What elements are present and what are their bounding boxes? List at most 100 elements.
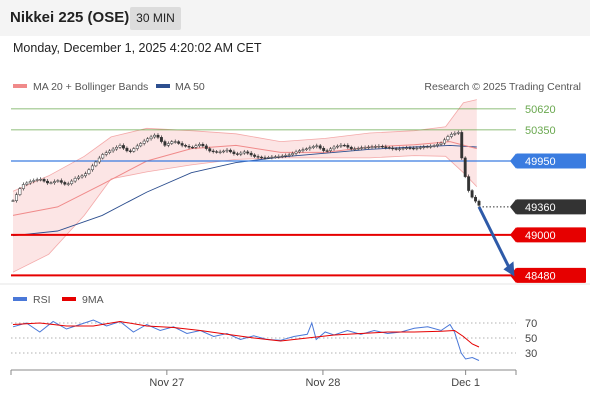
- candle-body: [225, 149, 229, 152]
- candle-body: [84, 173, 87, 177]
- legend-swatch-9ma: [62, 297, 76, 301]
- level-box-49000: [516, 227, 586, 243]
- candle-body: [322, 147, 326, 151]
- candle-body: [256, 156, 260, 158]
- level-pointer-49360: [510, 199, 516, 215]
- candle-body: [149, 136, 153, 140]
- candle-body: [415, 147, 419, 150]
- candle-body: [87, 169, 91, 174]
- candle-body: [318, 145, 322, 149]
- x-axis: Nov 27 Nov 28 Dec 1: [10, 370, 517, 389]
- candle-body: [432, 145, 436, 147]
- candle-body: [380, 146, 384, 148]
- timestamp: Monday, December 1, 2025 4:20:02 AM CET: [13, 41, 262, 55]
- candle-body: [260, 156, 263, 159]
- candle-body: [408, 147, 412, 149]
- candle-body: [349, 146, 353, 150]
- candle-body: [90, 165, 94, 171]
- candle-body: [384, 146, 388, 148]
- candle-body: [115, 147, 119, 150]
- candle-body: [170, 141, 174, 144]
- candle-body: [173, 141, 177, 143]
- candle-body: [35, 179, 39, 181]
- candle-body: [49, 182, 53, 184]
- candle-body: [387, 147, 391, 149]
- legend-swatch-rsi: [13, 297, 27, 301]
- candle-body: [18, 188, 22, 195]
- level-box-49360: [516, 199, 586, 215]
- candle-body: [215, 151, 219, 153]
- level-label-49950: 49950: [525, 156, 556, 168]
- candle-body: [194, 145, 198, 148]
- candle-body: [411, 147, 415, 150]
- candle-body: [97, 157, 101, 163]
- x-tick-label: Nov 28: [305, 377, 340, 389]
- rsi-ref-label-50: 50: [525, 333, 537, 345]
- candle-body: [405, 147, 408, 149]
- candle-body: [474, 196, 477, 202]
- candle-body: [436, 144, 440, 146]
- level-box-49950: [516, 153, 586, 169]
- level-label-49360: 49360: [525, 202, 556, 214]
- level-label-50350: 50350: [525, 125, 556, 137]
- candle-body: [25, 182, 29, 185]
- candle-body: [339, 144, 343, 147]
- projection-arrow-line: [477, 206, 511, 269]
- legend-ma20-label: MA 20 + Bollinger Bands: [33, 81, 148, 93]
- candle-body: [52, 181, 56, 184]
- candle-body: [28, 181, 32, 184]
- candle-body: [118, 145, 122, 148]
- x-tick-label: Dec 1: [451, 377, 480, 389]
- candle-body: [342, 144, 346, 147]
- candle-body: [373, 146, 377, 148]
- legend-swatch-ma20: [13, 84, 27, 88]
- rsi-ref-label-70: 70: [525, 318, 537, 330]
- candle-body: [159, 137, 163, 142]
- candle-body: [142, 140, 146, 144]
- candle-body: [197, 144, 201, 147]
- candle-body: [204, 145, 208, 149]
- candle-body: [108, 150, 112, 153]
- candle-body: [156, 134, 160, 138]
- rsi-series-9ma: [12, 320, 480, 348]
- candle-body: [208, 148, 212, 152]
- candle-body: [356, 147, 360, 150]
- candle-body: [201, 144, 205, 147]
- candle-body: [153, 134, 156, 138]
- candle-body: [329, 148, 333, 151]
- candle-body: [439, 142, 443, 145]
- candle-body: [187, 146, 191, 148]
- candle-body: [284, 155, 288, 157]
- candle-body: [277, 156, 281, 158]
- bollinger-band-area: [13, 99, 477, 273]
- candle-body: [315, 145, 319, 147]
- candle-body: [246, 151, 250, 154]
- candle-body: [463, 157, 467, 177]
- price-plot: 50620 50350 49950 49360 49000 48480: [11, 99, 586, 283]
- candle-body: [122, 145, 125, 149]
- candle-body: [453, 133, 457, 135]
- candle-body: [59, 180, 63, 183]
- candle-body: [66, 183, 70, 185]
- candle-body: [398, 148, 402, 150]
- candle-body: [467, 176, 471, 191]
- candle-body: [363, 147, 367, 149]
- level-pointer-49950: [510, 153, 516, 169]
- rsi-ref-label-30: 30: [525, 348, 537, 360]
- candle-body: [456, 132, 460, 134]
- projection-arrow-head: [503, 261, 515, 277]
- level-label-48480: 48480: [525, 270, 556, 282]
- candle-body: [146, 138, 150, 142]
- level-pointer-49000: [510, 227, 516, 243]
- x-tick-label: Nov 27: [149, 377, 184, 389]
- candle-body: [249, 152, 253, 156]
- candle-body: [308, 147, 312, 150]
- candle-body: [32, 180, 36, 182]
- candle-body: [301, 149, 305, 151]
- interval-button[interactable]: 30 MIN: [130, 7, 181, 30]
- candle-body: [280, 155, 284, 158]
- candle-body: [401, 147, 405, 150]
- candle-body: [63, 182, 67, 185]
- candle-body: [211, 150, 215, 153]
